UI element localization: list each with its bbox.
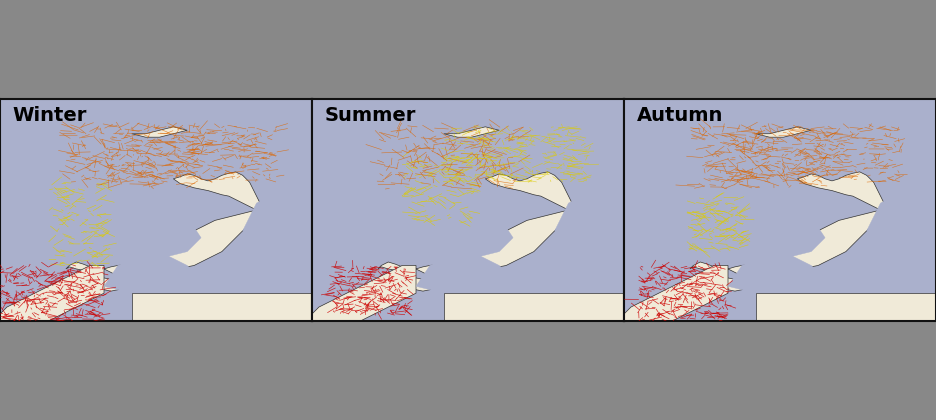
Polygon shape [444, 293, 624, 321]
Polygon shape [728, 252, 825, 290]
Polygon shape [867, 196, 908, 231]
Polygon shape [416, 252, 513, 290]
Polygon shape [458, 217, 513, 259]
Polygon shape [769, 217, 825, 259]
Polygon shape [714, 278, 745, 291]
Polygon shape [132, 127, 187, 137]
Polygon shape [378, 172, 576, 279]
Polygon shape [90, 278, 122, 291]
Polygon shape [104, 252, 201, 290]
Text: Winter: Winter [12, 106, 87, 125]
Polygon shape [624, 265, 728, 321]
Polygon shape [444, 127, 499, 137]
Polygon shape [0, 265, 104, 321]
Text: Summer: Summer [325, 106, 416, 125]
Polygon shape [555, 196, 596, 231]
Polygon shape [755, 293, 936, 321]
Polygon shape [146, 217, 201, 259]
Polygon shape [402, 278, 433, 291]
Text: Autumn: Autumn [636, 106, 723, 125]
Polygon shape [66, 172, 263, 279]
Polygon shape [755, 127, 812, 137]
Polygon shape [132, 293, 312, 321]
Polygon shape [242, 196, 285, 231]
Polygon shape [690, 172, 887, 279]
Polygon shape [312, 265, 416, 321]
